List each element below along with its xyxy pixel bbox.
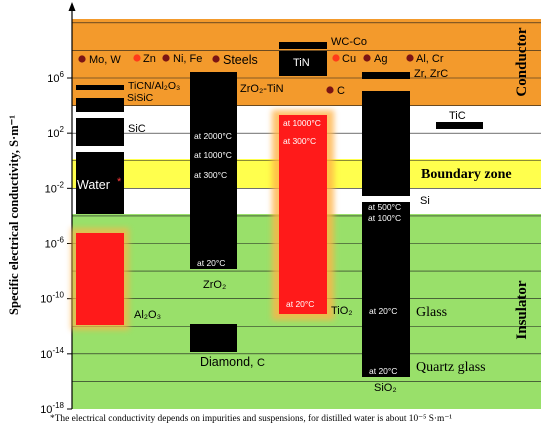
label-tio2: TiO₂: [331, 305, 353, 317]
label-zr-zrc: Zr, ZrC: [414, 68, 448, 80]
footnote: *The electrical conductivity depends on …: [50, 413, 452, 424]
label-ticn: TiCN/Al₂O₃: [128, 80, 180, 92]
label-ni-fe: Ni, Fe: [173, 53, 202, 65]
insulator-label: Insulator: [514, 280, 530, 340]
ticn-bar: [76, 85, 124, 90]
tio2-300c-label: at 300°C: [283, 136, 316, 146]
water-bar: [76, 152, 124, 214]
y-tick-label: 102: [47, 125, 64, 140]
zro2-bar: [190, 72, 237, 269]
zro2-1000c-label: at 1000°C: [194, 150, 232, 160]
sio2-20c-glass-label: at 20°C: [369, 306, 397, 316]
label-sio2: SiO₂: [374, 382, 397, 394]
dot-c: [326, 86, 334, 94]
label-water: Water: [77, 178, 110, 192]
zro2-20c-label: at 20°C: [197, 258, 225, 268]
label-sic: SiC: [128, 123, 146, 135]
y-tick-base: 10: [40, 294, 52, 306]
label-diamond-text: Diamond,: [200, 355, 257, 369]
y-tick-label: 10-14: [40, 346, 64, 361]
dot-steels: [212, 55, 220, 63]
y-tick-base: 10: [40, 349, 52, 361]
conductor-label: Conductor: [514, 27, 530, 97]
label-wc-co: WC-Co: [331, 36, 367, 48]
y-tick-base: 10: [47, 73, 59, 85]
y-tick-exponent: -10: [52, 291, 64, 300]
y-tick-label: 10-10: [40, 291, 64, 306]
label-diamond: Diamond, C: [200, 355, 265, 369]
y-tick-label: 10-2: [45, 180, 65, 195]
label-al2o3: Al₂O₃: [134, 309, 161, 321]
label-zro2-tin: ZrO₂-TiN: [240, 83, 284, 95]
dot-ag: [363, 54, 371, 62]
label-steels: Steels: [223, 53, 258, 67]
label-tin: TiN: [293, 57, 310, 69]
y-tick-base: 10: [40, 404, 52, 416]
y-tick-exponent: 6: [60, 70, 65, 79]
tio2-bar: [279, 115, 327, 314]
y-axis-title: Specific electrical conductivity, S·m⁻¹: [7, 115, 21, 315]
y-tick-exponent: -6: [57, 236, 65, 245]
y-tick-exponent: -2: [57, 180, 65, 189]
label-si3n4: Si₃N₄-TiN: [190, 115, 235, 127]
y-tick-base: 10: [45, 183, 57, 195]
label-water-star: *: [117, 176, 122, 188]
sio2-bar-glass: [362, 91, 410, 196]
label-cu: Cu: [342, 53, 356, 65]
dot-mo-w: [78, 55, 86, 63]
label-al-cr: Al, Cr: [416, 53, 444, 65]
y-tick-label: 106: [47, 70, 64, 85]
y-tick-base: 10: [47, 128, 59, 140]
zro2-300c-label: at 300°C: [194, 170, 227, 180]
label-tic: TiC: [449, 110, 466, 122]
label-mo-w: Mo, W: [89, 54, 121, 66]
sio2-bar: [362, 202, 410, 377]
y-tick-exponent: -14: [52, 346, 64, 355]
y-tick-label: 10-6: [45, 236, 65, 251]
dot-cu: [332, 54, 340, 62]
label-glass: Glass: [416, 305, 447, 320]
zro2-2000c-label: at 2000°C: [194, 131, 232, 141]
y-axis-arrow: [68, 2, 76, 11]
label-diamond-c: C: [257, 357, 265, 369]
sic-bar: [76, 118, 124, 146]
tic-bar: [436, 122, 483, 129]
boundary-zone-label: Boundary zone: [421, 167, 512, 182]
label-sisic: SiSiC: [127, 92, 154, 104]
sio2-500c-label: at 500°C: [368, 202, 401, 212]
label-zro2: ZrO₂: [203, 279, 226, 291]
wc-co-bar: [279, 42, 327, 49]
y-axis: [68, 2, 76, 409]
y-tick-exponent: 2: [60, 125, 65, 134]
label-quartz-glass: Quartz glass: [416, 360, 486, 375]
tio2-20c-label: at 20°C: [286, 299, 314, 309]
y-tick-label: 10-18: [40, 401, 64, 416]
sisic-bar: [76, 98, 124, 112]
al2o3-bar: [76, 233, 124, 325]
y-tick-exponent: -18: [52, 401, 64, 410]
sio2-upper-bar: [362, 72, 410, 79]
label-si: Si: [420, 195, 430, 207]
sio2-20c-quartz-label: at 20°C: [369, 366, 397, 376]
dot-ni-fe: [162, 54, 170, 62]
label-zn: Zn: [143, 53, 156, 65]
y-tick-base: 10: [45, 239, 57, 251]
label-ag: Ag: [374, 53, 387, 65]
dot-zn: [133, 54, 141, 62]
dot-al-cr: [406, 54, 414, 62]
label-c: C: [337, 85, 345, 97]
tio2-1000c-label: at 1000°C: [283, 118, 321, 128]
diamond-bar: [190, 324, 237, 352]
sio2-100c-label: at 100°C: [368, 213, 401, 223]
tin-bar: [279, 51, 327, 76]
